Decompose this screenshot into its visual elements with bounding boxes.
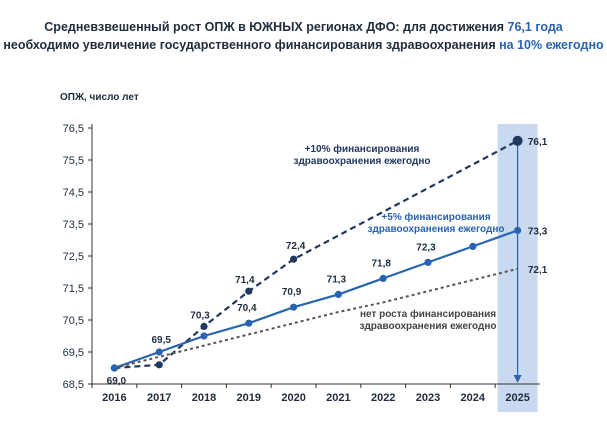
title-line-1: Средневзвешенный рост ОПЖ в ЮЖНЫХ регион… <box>0 18 607 36</box>
title-line-2-text: необходимо увеличение государственного ф… <box>3 38 500 52</box>
x-tick-label: 2020 <box>281 392 305 404</box>
series-1-point <box>200 332 208 340</box>
series-0-point <box>512 135 523 146</box>
y-axis-label: ОПЖ, число лет <box>60 92 139 103</box>
arrow-2025-head <box>513 375 522 383</box>
data-label: 71,3 <box>327 274 347 285</box>
series-annotation-0: +10% финансирования <box>305 143 420 155</box>
y-tick-label: 69,5 <box>63 347 84 359</box>
series-1-point <box>245 319 253 327</box>
y-tick-label: 70,5 <box>63 315 84 327</box>
data-label: 72,4 <box>286 241 306 252</box>
y-tick-label: 73,5 <box>63 219 84 231</box>
x-tick-label: 2021 <box>326 392 350 404</box>
data-label: 70,3 <box>190 310 210 321</box>
x-tick-label: 2022 <box>371 392 395 404</box>
series-0-point <box>290 255 298 263</box>
x-tick-label: 2017 <box>147 392 171 404</box>
y-tick-label: 76,5 <box>63 123 84 135</box>
series-line-0 <box>114 139 519 370</box>
series-1-point <box>110 364 118 372</box>
data-label: 69,5 <box>151 335 171 346</box>
series-annotation-1: здравоохранения ежегодно <box>367 224 504 235</box>
title-line-1-text: Средневзвешенный рост ОПЖ в ЮЖНЫХ регион… <box>44 20 508 34</box>
series-line-1 <box>114 229 518 370</box>
series-0-point <box>245 287 253 295</box>
series-annotation-2: нет роста финансирования <box>360 308 496 320</box>
series-1-point <box>334 290 342 298</box>
x-tick-label: 2018 <box>192 392 216 404</box>
y-tick-label: 74,5 <box>63 187 84 199</box>
chart-title: Средневзвешенный рост ОПЖ в ЮЖНЫХ регион… <box>0 18 607 54</box>
series-annotation-0: здравоохранения ежегодно <box>293 156 430 167</box>
series-1-point <box>424 258 432 266</box>
y-tick-label: 68,5 <box>63 379 84 391</box>
data-label: 73,3 <box>528 226 548 237</box>
x-tick-label: 2023 <box>416 392 440 404</box>
x-tick-label: 2016 <box>102 392 126 404</box>
x-tick-label: 2024 <box>461 392 486 404</box>
series-1-point <box>155 348 163 356</box>
y-tick-label: 72,5 <box>63 251 84 263</box>
series-1-point <box>379 274 387 282</box>
series-0-point <box>155 361 163 369</box>
series-0-point <box>200 322 208 330</box>
data-label: 70,4 <box>237 303 257 314</box>
series-1-point <box>290 303 298 311</box>
x-tick-label: 2025 <box>505 392 529 404</box>
data-label-start: 69,0 <box>107 376 127 387</box>
data-label: 70,9 <box>282 287 302 298</box>
y-tick-label: 75,5 <box>63 155 84 167</box>
series-1-point <box>469 242 477 250</box>
data-label: 71,4 <box>235 275 255 286</box>
title-line-1-accent: 76,1 года <box>507 20 563 34</box>
data-label: 76,1 <box>528 137 548 148</box>
title-line-2: необходимо увеличение государственного ф… <box>0 36 607 54</box>
data-label: 72,1 <box>528 265 548 276</box>
data-label: 71,8 <box>371 258 391 269</box>
data-label: 72,3 <box>416 242 436 253</box>
y-tick-label: 71,5 <box>63 283 84 295</box>
title-line-2-accent: на 10% ежегодно <box>499 38 604 52</box>
x-tick-label: 2019 <box>237 392 261 404</box>
series-annotation-1: +5% финансирования <box>381 211 490 223</box>
series-1-point <box>514 226 522 234</box>
series-annotation-2: здравоохранения ежегодно <box>359 321 496 332</box>
